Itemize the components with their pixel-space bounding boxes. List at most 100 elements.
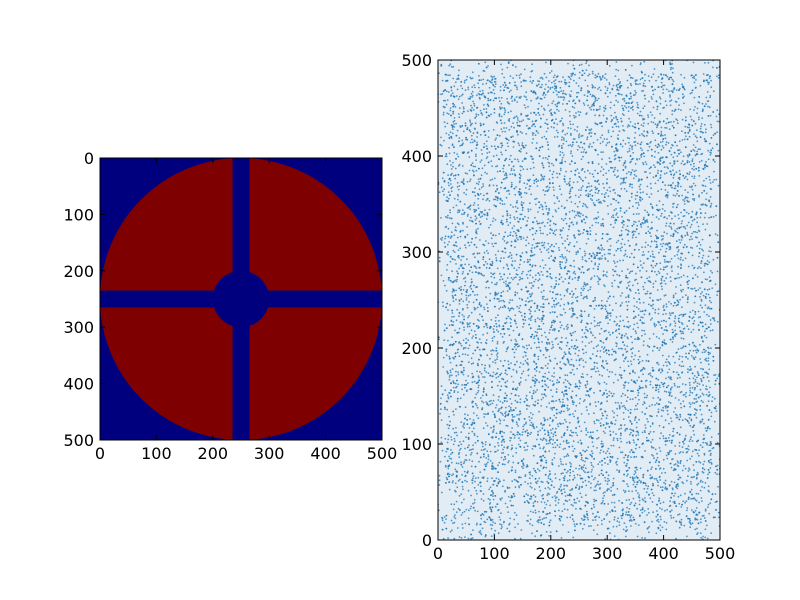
scatter-point — [600, 151, 603, 154]
scatter-point — [457, 462, 460, 465]
scatter-point — [591, 160, 594, 163]
scatter-point — [501, 199, 504, 202]
scatter-point — [564, 261, 567, 264]
scatter-point — [578, 212, 581, 214]
scatter-point — [626, 79, 629, 82]
scatter-point — [597, 216, 600, 218]
scatter-point — [453, 119, 456, 122]
scatter-point — [447, 253, 449, 256]
scatter-point — [473, 208, 476, 211]
scatter-point — [664, 479, 667, 482]
scatter-point — [647, 75, 650, 77]
scatter-point — [597, 163, 600, 165]
scatter-point — [480, 533, 483, 536]
scatter-point — [684, 189, 687, 191]
scatter-point — [548, 450, 551, 452]
scatter-point — [539, 438, 542, 441]
scatter-point — [604, 73, 607, 75]
scatter-point — [466, 215, 469, 217]
scatter-point — [555, 504, 557, 506]
scatter-point — [572, 64, 575, 67]
scatter-point — [691, 185, 693, 188]
scatter-point — [551, 375, 553, 377]
scatter-point — [688, 440, 691, 443]
scatter-point — [483, 369, 486, 372]
scatter-point — [668, 90, 670, 92]
scatter-point — [485, 422, 487, 424]
scatter-point — [706, 81, 709, 84]
scatter-point — [606, 95, 609, 98]
scatter-point — [702, 463, 705, 466]
scatter-point — [469, 141, 472, 144]
scatter-point — [709, 270, 712, 272]
scatter-point — [520, 73, 522, 75]
scatter-point — [624, 491, 626, 494]
scatter-point — [683, 226, 686, 228]
scatter-point — [455, 95, 458, 97]
scatter-point — [600, 449, 602, 452]
scatter-point — [694, 365, 696, 368]
scatter-point — [562, 503, 565, 505]
scatter-point — [677, 265, 679, 268]
scatter-point — [447, 227, 450, 230]
scatter-point — [531, 532, 533, 535]
scatter-point — [603, 106, 605, 109]
scatter-point — [540, 320, 543, 323]
scatter-point — [604, 427, 607, 429]
scatter-point — [693, 81, 696, 84]
scatter-point — [537, 338, 540, 341]
scatter-point — [662, 84, 664, 87]
scatter-point — [448, 415, 450, 418]
scatter-point — [694, 231, 697, 233]
scatter-point — [642, 285, 645, 288]
scatter-point — [701, 351, 704, 354]
scatter-point — [442, 90, 445, 93]
scatter-point — [662, 203, 664, 206]
scatter-point — [659, 268, 662, 271]
scatter-point — [534, 125, 537, 128]
scatter-point — [506, 212, 509, 215]
scatter-point — [579, 111, 582, 114]
scatter-point — [587, 193, 590, 195]
scatter-point — [456, 527, 459, 529]
scatter-point — [642, 367, 645, 369]
scatter-point — [478, 75, 480, 77]
scatter-point — [693, 165, 695, 168]
scatter-point — [572, 431, 575, 434]
scatter-point — [561, 136, 563, 139]
scatter-point — [512, 146, 515, 148]
scatter-point — [655, 79, 657, 82]
scatter-point — [692, 356, 695, 359]
scatter-point — [716, 294, 718, 296]
scatter-point — [449, 179, 452, 182]
scatter-point — [642, 134, 645, 137]
scatter-point — [618, 446, 621, 449]
scatter-point — [600, 519, 603, 522]
scatter-point — [529, 485, 532, 488]
scatter-point — [527, 210, 530, 213]
scatter-point — [449, 107, 452, 109]
scatter-point — [575, 112, 577, 114]
scatter-point — [611, 309, 614, 311]
scatter-point — [520, 85, 523, 88]
x-tick-label: 300 — [254, 444, 285, 463]
scatter-point — [560, 483, 562, 486]
scatter-point — [621, 145, 624, 148]
scatter-point — [686, 325, 689, 327]
scatter-point — [507, 360, 510, 363]
scatter-point — [464, 413, 466, 416]
scatter-point — [461, 102, 463, 104]
scatter-point — [650, 193, 653, 195]
scatter-point — [640, 124, 643, 126]
scatter-point — [629, 433, 631, 436]
scatter-point — [657, 308, 660, 311]
scatter-point — [444, 215, 447, 218]
scatter-point — [471, 337, 474, 339]
scatter-point — [530, 112, 532, 114]
scatter-point — [475, 524, 478, 526]
scatter-point — [645, 163, 648, 166]
scatter-point — [672, 144, 674, 147]
scatter-point — [615, 214, 617, 216]
scatter-point — [635, 306, 638, 309]
scatter-point — [604, 85, 607, 88]
